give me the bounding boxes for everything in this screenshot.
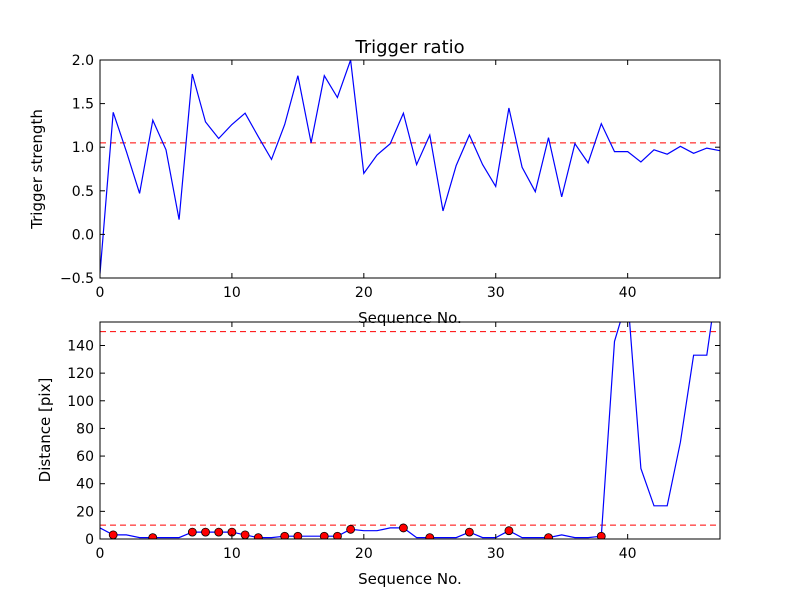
x-axis-label: Sequence No. xyxy=(358,309,462,327)
x-tick-label: 20 xyxy=(355,546,373,562)
x-tick-label: 10 xyxy=(223,546,241,562)
y-tick-label: 1.5 xyxy=(72,97,94,113)
plot-frame xyxy=(99,59,721,279)
y-axis-label: Distance [pix] xyxy=(36,378,54,483)
data-point-marker xyxy=(201,527,210,537)
y-tick-label: 1.0 xyxy=(72,140,94,156)
y-tick-label: 2.0 xyxy=(72,53,94,69)
y-tick-label: 0.0 xyxy=(72,227,94,243)
data-point-marker xyxy=(293,531,303,539)
data-point-marker xyxy=(280,531,290,539)
data-point-marker xyxy=(425,533,435,539)
y-tick-label: 60 xyxy=(76,449,94,465)
data-point-marker xyxy=(187,527,197,537)
data-point-marker xyxy=(148,533,158,539)
data-point-marker xyxy=(464,527,474,537)
ticks: 0 10 20 30 40 0 20 40 60 80 100 120 140 xyxy=(67,322,720,562)
x-tick-label: 20 xyxy=(355,285,373,301)
x-tick-label: 0 xyxy=(96,285,105,301)
y-tick-label: 40 xyxy=(76,477,94,493)
data-point-marker xyxy=(253,533,263,539)
series-line xyxy=(100,322,713,539)
y-axis-label: Trigger strength xyxy=(28,109,46,230)
data-point-marker xyxy=(108,530,118,539)
y-tick-label: 120 xyxy=(67,366,94,382)
x-tick-label: 10 xyxy=(223,285,241,301)
y-tick-label: 140 xyxy=(67,338,94,354)
x-tick-label: 30 xyxy=(487,285,505,301)
data-point-marker xyxy=(346,524,356,534)
data-point-marker xyxy=(504,526,514,536)
data-point-marker xyxy=(240,530,250,539)
y-tick-label: −0.5 xyxy=(60,271,94,287)
x-tick-label: 40 xyxy=(619,285,637,301)
y-tick-label: 80 xyxy=(76,421,94,437)
data-point-marker xyxy=(544,533,553,539)
x-tick-label: 30 xyxy=(487,546,505,562)
data-point-marker xyxy=(399,523,408,533)
data-point-marker xyxy=(319,531,329,539)
plot-area xyxy=(100,322,720,539)
trigger-ratio-chart: Trigger ratio 0 10 20 30 40 −0.5 0.0 0.5 1.0 1.5 2… xyxy=(28,37,721,327)
series-marks xyxy=(100,60,720,274)
y-tick-label: 20 xyxy=(76,504,94,520)
y-tick-label: 0 xyxy=(85,532,94,548)
x-tick-label: 40 xyxy=(619,546,637,562)
chart-title: Trigger ratio xyxy=(354,37,464,58)
y-tick-label: 0.5 xyxy=(72,184,94,200)
ticks: 0 10 20 30 40 −0.5 0.0 0.5 1.0 1.5 2.0 xyxy=(60,53,720,301)
x-tick-label: 0 xyxy=(96,546,105,562)
series-line xyxy=(100,60,720,274)
data-point-marker xyxy=(214,527,224,537)
series-marks xyxy=(100,322,720,539)
data-point-marker xyxy=(333,531,342,539)
plot-area xyxy=(100,60,720,274)
y-tick-label: 100 xyxy=(67,394,94,410)
data-point-marker xyxy=(596,531,606,539)
x-axis-label: Sequence No. xyxy=(358,570,462,588)
plot-frame xyxy=(99,321,721,540)
distance-chart: 0 10 20 30 40 0 20 40 60 80 100 120 140 Sequence No.… xyxy=(36,321,721,588)
